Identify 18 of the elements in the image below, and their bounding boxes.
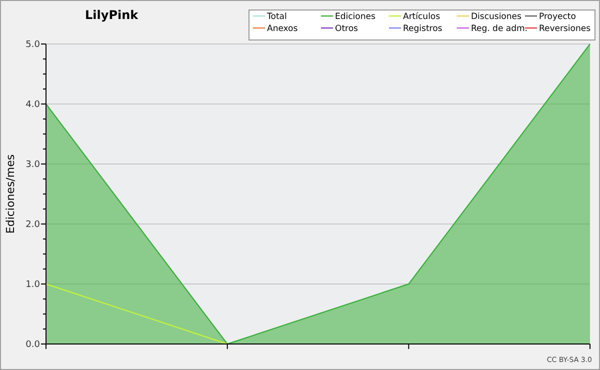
y-tick-label: 0.0 [26,340,40,350]
y-axis-title: Ediciones/mes [4,154,17,234]
legend-label: Artículos [403,12,441,22]
y-tick-label: 5.0 [26,40,40,50]
legend-label: Ediciones [335,12,376,22]
legend-label: Discusiones [471,12,522,22]
y-tick-label: 1.0 [26,280,40,290]
legend-label: Otros [335,24,359,34]
legend-label: Total [266,12,287,22]
chart-title: LilyPink [85,8,140,22]
legend-label: Reg. de adm. [471,24,528,34]
y-tick-label: 4.0 [26,100,40,110]
legend-label: Reversiones [539,24,592,34]
legend-label: Anexos [267,24,298,34]
y-tick-label: 2.0 [26,220,40,230]
legend-label: Proyecto [539,12,576,22]
legend-label: Registros [403,24,443,34]
y-tick-label: 3.0 [26,160,40,170]
